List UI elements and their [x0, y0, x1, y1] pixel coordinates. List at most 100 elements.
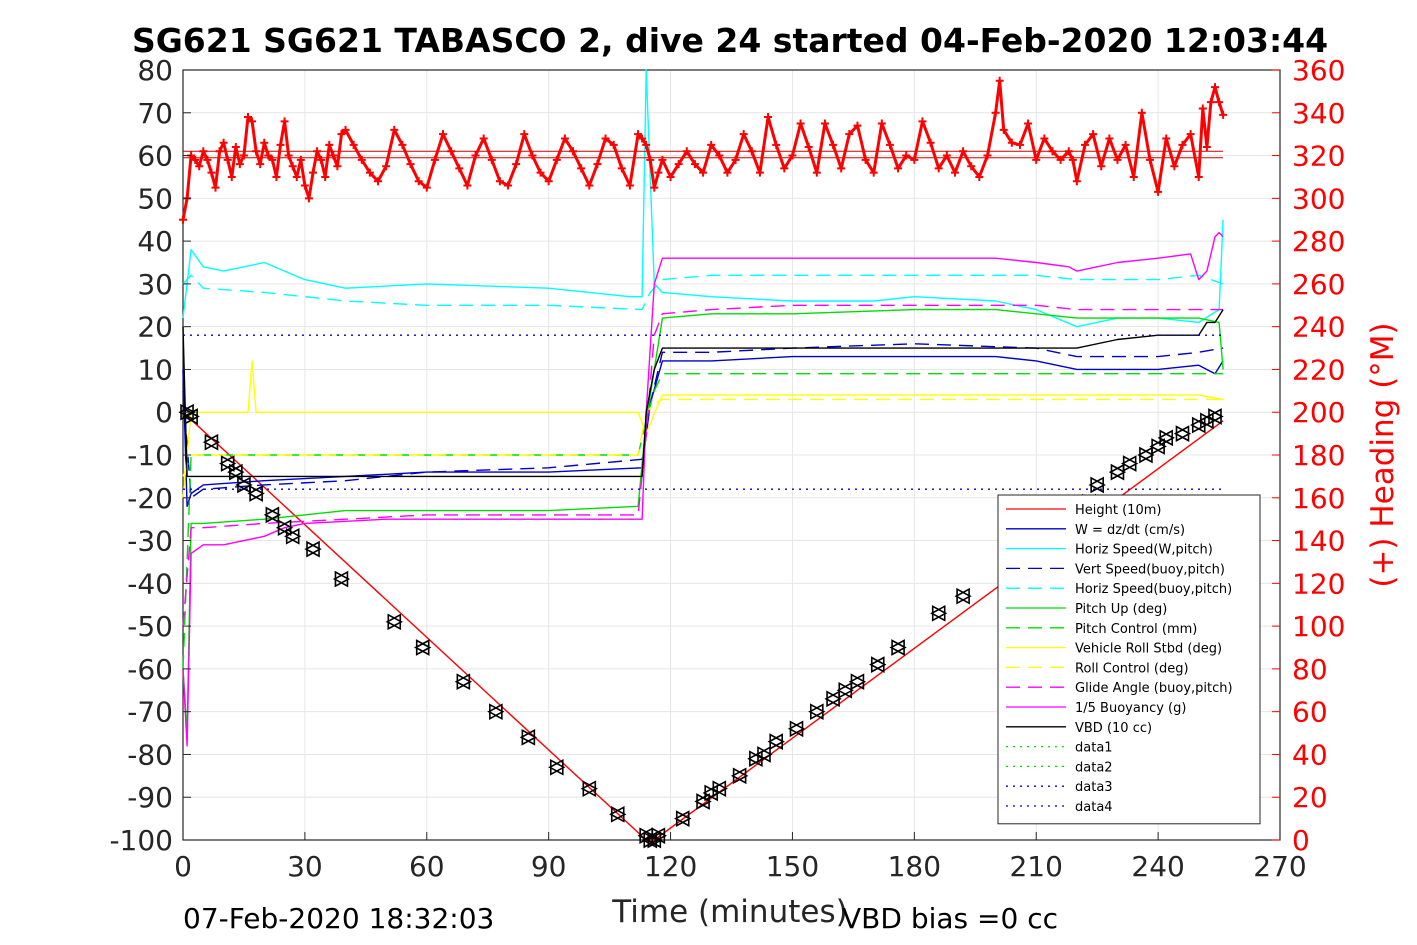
y-tick-label: -40: [127, 567, 173, 600]
legend-entry: Vert Speed(buoy,pitch): [1075, 562, 1225, 577]
height-marker-back: [891, 639, 907, 656]
height-marker-back: [1208, 408, 1224, 425]
series-line-vert-speed-buoy-pitch: [182, 343, 1224, 499]
height-marker-back: [456, 673, 473, 691]
y-tick-label: 70: [137, 97, 173, 130]
heading-point: [715, 151, 724, 160]
y-tick-label: -80: [127, 738, 173, 771]
height-marker-back: [1159, 429, 1175, 447]
heading-point: [244, 113, 253, 122]
y-tick-label: 60: [137, 140, 173, 173]
heading-point: [199, 147, 208, 156]
height-marker-back: [415, 639, 432, 656]
ticks: 0 30 60 90 120 150 180 210 240 270 80 70 60 50 40 30 20 1…: [109, 54, 1345, 883]
heading-point: [1186, 130, 1195, 139]
heading-point: [634, 130, 643, 139]
x-tick-label: 60: [409, 850, 445, 883]
heading-point: [280, 117, 289, 126]
heading-point: [812, 168, 821, 177]
series-line-1-5-buoyancy-g: [182, 231, 1224, 747]
heading-point: [1178, 140, 1187, 149]
heading-point: [325, 140, 334, 149]
heading-point: [179, 215, 187, 224]
height-marker-back: [870, 656, 887, 673]
y-right-tick-label: 60: [1292, 696, 1328, 729]
heading-point: [191, 155, 200, 164]
series-line-w-dz-dt-cm-s: [182, 355, 1224, 507]
series-line-vehicle-roll-stbd-deg: [182, 360, 1224, 498]
y-right-tick-label: 120: [1292, 567, 1345, 600]
heading-point: [292, 172, 301, 181]
height-marker-back: [1151, 438, 1167, 455]
heading-point: [1024, 119, 1033, 128]
heading-point: [926, 138, 935, 147]
heading-point: [699, 168, 708, 177]
heading-point: [504, 181, 513, 190]
legend-entry: data2: [1075, 760, 1113, 775]
heading-point: [1121, 140, 1130, 149]
x-tick-label: 210: [1009, 850, 1062, 883]
heading-point: [995, 76, 1004, 85]
x-tick-label: 180: [888, 850, 941, 883]
heading-point: [365, 168, 374, 177]
heading-point: [690, 160, 699, 169]
y-right-tick-label: 360: [1292, 54, 1345, 87]
height-marker-back: [712, 780, 728, 798]
heading-point: [853, 121, 862, 130]
heading-point: [934, 164, 943, 173]
height-marker-back: [769, 733, 785, 750]
y-right-tick-label: 140: [1292, 525, 1345, 558]
heading-point: [211, 183, 220, 192]
height-marker-back: [610, 805, 627, 823]
y-right-tick-label: 280: [1292, 225, 1345, 258]
heading-point: [723, 168, 732, 177]
y-right-tick-label: 200: [1292, 396, 1345, 429]
y-tick-label: -10: [127, 439, 173, 472]
height-marker-back: [931, 604, 948, 622]
heading-point: [1154, 187, 1163, 196]
legend-entry: Horiz Speed(W,pitch): [1075, 543, 1213, 558]
heading-point: [1072, 177, 1081, 186]
height-marker-back: [220, 455, 237, 472]
heading-point: [552, 155, 561, 164]
heading-point: [877, 119, 886, 128]
heading-point: [869, 168, 878, 177]
heading-point: [910, 155, 919, 164]
heading-point: [398, 140, 407, 149]
y-tick-label: -100: [109, 824, 173, 857]
height-marker-back: [521, 728, 538, 746]
heading-point: [918, 117, 927, 126]
heading-point: [747, 147, 756, 156]
height-marker-back: [757, 746, 773, 763]
heading-point: [235, 160, 244, 169]
legend: Height (10m) W = dz/dt (cm/s) Horiz Speed(…: [997, 494, 1261, 825]
heading-point: [1215, 98, 1224, 107]
series-line-vbd-10-cc: [182, 309, 1224, 478]
height-marker-back: [229, 463, 245, 481]
x-tick-label: 90: [531, 850, 567, 883]
heading-point: [1170, 162, 1179, 171]
x-tick-label: 30: [287, 850, 323, 883]
legend-entry: Pitch Control (mm): [1075, 622, 1197, 637]
heading-point: [296, 155, 305, 164]
heading-point: [219, 138, 228, 147]
heading-point: [650, 183, 659, 192]
y-tick-label: 50: [137, 182, 173, 215]
y-right-tick-label: 100: [1292, 610, 1345, 643]
heading-point: [1068, 155, 1077, 164]
heading-point: [1080, 140, 1089, 149]
heading-point: [950, 168, 959, 177]
heading-point: [422, 183, 431, 192]
height-marker-back: [582, 780, 598, 798]
timestamp-footer: 07-Feb-2020 18:32:03: [183, 902, 494, 935]
legend-entry: W = dz/dt (cm/s): [1075, 523, 1185, 538]
heading-point: [1113, 155, 1122, 164]
heading-point: [329, 151, 338, 160]
heading-point: [414, 177, 423, 186]
y-tick-label: -70: [127, 696, 173, 729]
heading-point: [313, 147, 322, 156]
heading-point: [248, 117, 257, 126]
heading-point: [617, 164, 626, 173]
y-tick-label: 30: [137, 268, 173, 301]
heading-point: [625, 181, 634, 190]
